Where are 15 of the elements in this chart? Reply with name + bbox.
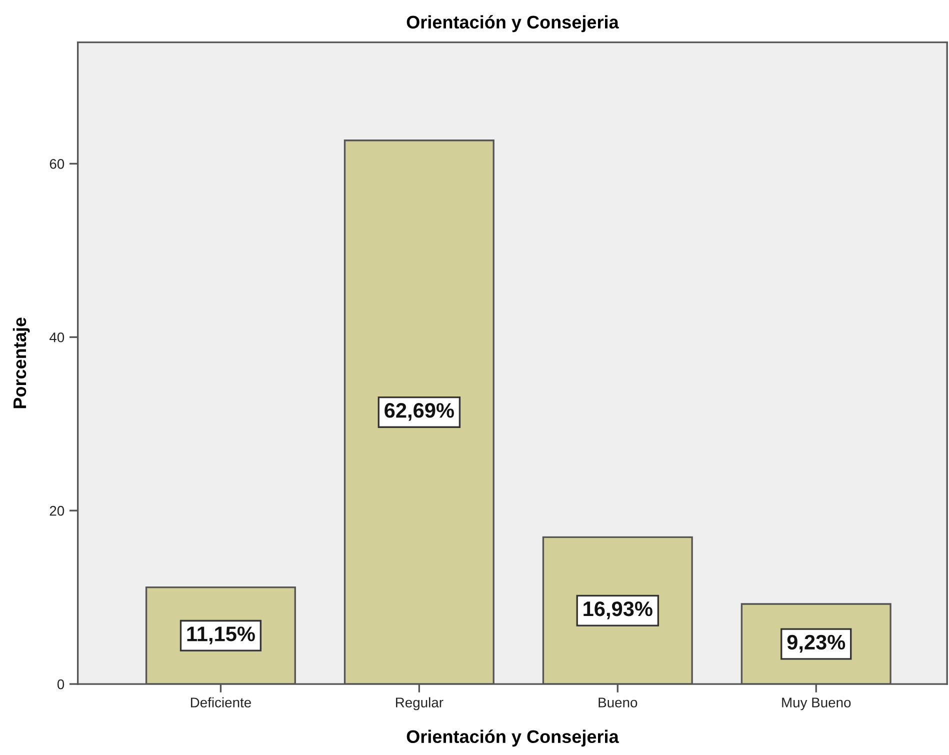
x-tick-label: Bueno (598, 698, 638, 708)
x-tick-label: Deficiente (190, 697, 251, 708)
y-tick-label: 40 (49, 332, 64, 342)
y-tick-label: 0 (57, 679, 64, 690)
y-tick-label: 20 (50, 506, 64, 516)
data-label: 9,23% (787, 634, 846, 653)
x-tick-label: Regular (396, 697, 444, 710)
y-tick-label: 60 (50, 159, 64, 169)
data-label: 62,69% (384, 403, 454, 421)
x-tick-label: Muy Bueno (782, 698, 851, 710)
y-axis-title: Porcentaje (12, 318, 30, 408)
data-label: 16,93% (584, 601, 652, 620)
chart-title: Orientación y Consejeria (406, 15, 619, 32)
data-label: 11,15% (187, 626, 255, 644)
x-axis-title: Orientación y Consejeria (406, 730, 619, 747)
